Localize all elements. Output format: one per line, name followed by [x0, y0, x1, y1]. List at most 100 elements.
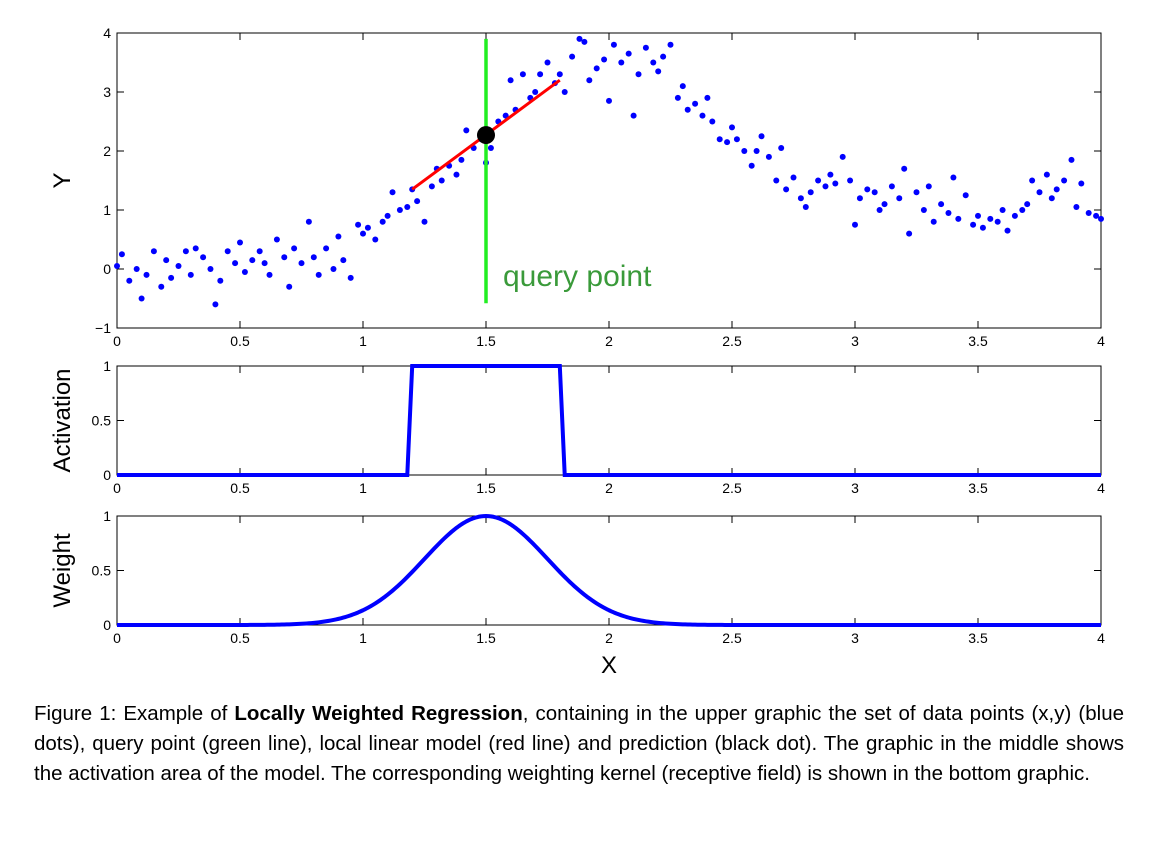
data-point: [1098, 215, 1104, 222]
y-tick-label: 0: [103, 261, 111, 277]
data-point: [773, 177, 780, 184]
data-point: [187, 271, 194, 278]
data-point: [232, 260, 239, 267]
data-point: [586, 77, 593, 84]
y-axis-label: Activation: [49, 368, 76, 472]
data-point: [815, 177, 822, 184]
data-point: [913, 189, 920, 196]
data-point: [625, 50, 632, 57]
data-point: [847, 177, 854, 184]
activation-curve: [117, 364, 1101, 477]
data-point: [561, 89, 568, 95]
y-tick-label: 1: [103, 508, 111, 524]
data-point: [630, 112, 637, 119]
data-point: [379, 218, 386, 225]
data-point: [610, 41, 617, 48]
data-point: [704, 94, 711, 101]
data-point: [281, 254, 288, 261]
data-point: [389, 189, 396, 196]
x-tick-label: 1.5: [476, 630, 496, 646]
x-tick-label: 3: [851, 333, 859, 349]
data-point: [667, 41, 674, 48]
data-point: [249, 257, 256, 264]
data-point: [881, 201, 888, 208]
data-point: [748, 162, 755, 169]
data-point: [906, 230, 913, 237]
data-point: [901, 165, 908, 172]
data-point: [1048, 195, 1055, 202]
data-point: [1093, 212, 1100, 219]
data-point: [114, 263, 120, 270]
data-point: [765, 153, 772, 160]
caption-prefix: Figure 1: Example of: [34, 702, 235, 725]
data-point: [544, 59, 551, 66]
data-point: [241, 268, 248, 275]
x-tick-label: 0: [113, 333, 121, 349]
data-point: [955, 215, 962, 222]
data-point: [458, 156, 465, 163]
x-tick-label: 1.5: [476, 333, 496, 349]
data-point: [143, 271, 150, 278]
data-point: [453, 171, 460, 178]
data-point: [355, 221, 362, 228]
data-point: [384, 212, 391, 219]
data-point: [807, 189, 814, 196]
data-point: [950, 174, 957, 181]
y-tick-label: 4: [103, 25, 111, 41]
weight-kernel-curve: [117, 514, 1101, 627]
data-point: [364, 224, 371, 231]
x-tick-label: 0.5: [230, 630, 250, 646]
x-tick-label: 3.5: [968, 333, 988, 349]
data-point: [1043, 171, 1050, 178]
data-point: [606, 97, 612, 104]
data-point: [261, 260, 268, 267]
data-point: [1073, 204, 1080, 211]
data-point: [414, 198, 421, 205]
data-point: [1036, 189, 1043, 196]
data-point: [684, 106, 691, 113]
data-point: [266, 271, 273, 278]
prediction-point: [477, 126, 495, 145]
data-point: [822, 183, 829, 190]
data-point: [1085, 209, 1092, 216]
data-point: [1019, 207, 1026, 213]
data-point: [150, 248, 157, 255]
x-tick-label: 1: [359, 333, 367, 349]
data-point: [709, 118, 716, 125]
x-tick-label: 4: [1097, 480, 1105, 496]
data-point: [660, 53, 667, 60]
data-point: [679, 83, 686, 90]
x-tick-label: 2.5: [722, 630, 742, 646]
data-point: [372, 236, 379, 243]
data-point: [839, 153, 846, 160]
data-point: [601, 56, 608, 63]
x-axis-label: X: [601, 652, 617, 679]
data-point: [305, 218, 312, 225]
y-tick-label: 1: [103, 202, 111, 218]
data-point: [1029, 177, 1036, 184]
data-point: [778, 145, 785, 152]
data-point: [502, 112, 509, 119]
data-point: [692, 100, 699, 107]
data-point: [970, 221, 977, 228]
data-point: [716, 136, 723, 143]
data-point: [291, 245, 298, 252]
data-point: [1004, 227, 1011, 234]
data-point: [699, 112, 706, 119]
caption-suffix: , containing in the upper graphic the se…: [34, 702, 1124, 785]
data-point: [655, 68, 662, 75]
data-point: [286, 283, 293, 290]
data-point: [207, 266, 214, 272]
x-tick-label: 2: [605, 333, 613, 349]
data-point: [1011, 212, 1018, 219]
data-point: [876, 207, 883, 213]
data-point: [979, 224, 986, 231]
x-tick-label: 2: [605, 630, 613, 646]
data-point: [864, 186, 871, 193]
data-point: [674, 94, 681, 101]
x-tick-label: 2.5: [722, 333, 742, 349]
y-tick-label: 3: [103, 84, 111, 100]
data-point: [790, 174, 797, 181]
x-tick-label: 0: [113, 480, 121, 496]
